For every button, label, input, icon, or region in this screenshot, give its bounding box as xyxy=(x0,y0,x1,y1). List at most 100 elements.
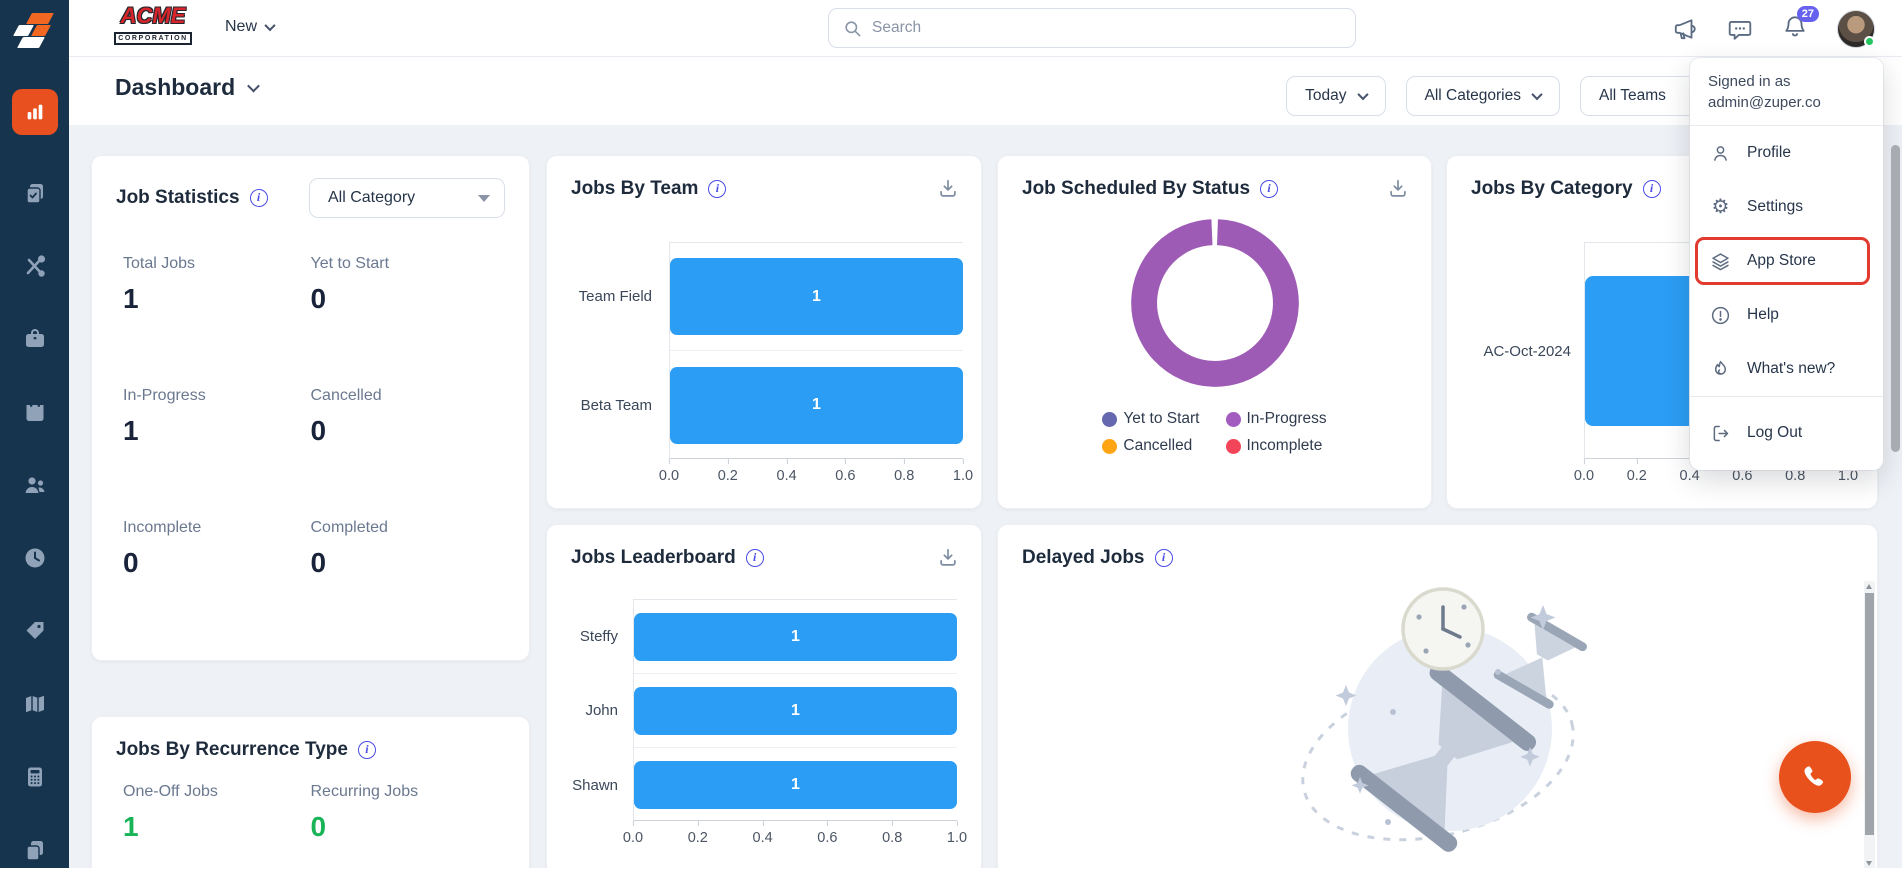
menu-divider xyxy=(1690,125,1883,126)
topbar: ACME CORPORATION New 27 xyxy=(69,0,1902,57)
sidebar-item-service-tools[interactable] xyxy=(0,242,69,290)
online-status-dot xyxy=(1864,35,1875,47)
sidebar-item-work[interactable] xyxy=(0,315,69,363)
menu-item-profile[interactable]: Profile xyxy=(1690,126,1883,180)
menu-item-app-store[interactable]: App Store xyxy=(1690,234,1883,288)
download-icon[interactable] xyxy=(1387,178,1409,200)
x-axis: 0.0 0.2 0.4 0.6 0.8 1.0 xyxy=(622,821,968,846)
category-select-value: All Category xyxy=(328,189,416,206)
category-label: Steffy xyxy=(579,628,618,645)
call-fab-button[interactable] xyxy=(1779,741,1851,813)
category-label: AC-Oct-2024 xyxy=(1483,342,1571,360)
job-statistics-card: Job Statistics All Category Total Jobs1 … xyxy=(91,155,530,661)
sidebar-item-dashboard[interactable] xyxy=(0,88,69,136)
menu-item-label: App Store xyxy=(1747,252,1816,269)
menu-item-log-out[interactable]: Log Out xyxy=(1690,406,1883,460)
chevron-down-icon xyxy=(264,19,276,32)
date-filter-label: Today xyxy=(1305,87,1347,104)
user-avatar[interactable] xyxy=(1837,9,1875,48)
global-search xyxy=(828,8,1356,48)
date-filter-button[interactable]: Today xyxy=(1286,76,1386,116)
tools-icon xyxy=(26,255,45,277)
scroll-up-arrow[interactable] xyxy=(1866,584,1872,589)
categories-filter-button[interactable]: All Categories xyxy=(1405,76,1560,116)
info-icon[interactable] xyxy=(1642,180,1661,198)
bar-john: 1 xyxy=(634,686,957,735)
card-scrollbar xyxy=(1864,581,1875,868)
scrollbar-thumb[interactable] xyxy=(1865,593,1874,835)
bar-row: 1 Beta Team xyxy=(581,351,963,459)
documents-icon xyxy=(25,841,43,861)
legend-dot xyxy=(1225,411,1241,427)
bar-row: 1 Steffy xyxy=(580,600,957,674)
dashboard-title-dropdown[interactable]: Dashboard xyxy=(115,74,261,101)
bar-value: 1 xyxy=(791,776,800,793)
acme-logo-subtext: CORPORATION xyxy=(114,32,192,45)
sidebar-item-jobs[interactable] xyxy=(0,169,69,217)
bar-steffy: 1 xyxy=(634,612,957,661)
acme-logo[interactable]: ACME CORPORATION xyxy=(110,5,196,45)
x-axis: 0.0 0.2 0.4 0.6 0.8 1.0 xyxy=(1573,459,1859,484)
card-title: Delayed Jobs xyxy=(1022,547,1145,568)
clock-icon xyxy=(25,548,44,568)
scroll-down-arrow[interactable] xyxy=(1866,861,1872,866)
menu-item-label: What's new? xyxy=(1747,360,1836,377)
alert-circle-icon xyxy=(1711,306,1730,324)
legend-item: Cancelled xyxy=(1102,437,1199,455)
bar-row: 1 John xyxy=(585,674,957,748)
calculator-icon xyxy=(27,767,42,787)
info-icon[interactable] xyxy=(708,180,727,198)
zuper-logo-icon[interactable] xyxy=(12,10,57,55)
legend-dot xyxy=(1102,411,1118,427)
sidebar-item-invoicing[interactable] xyxy=(0,753,69,801)
announcements-icon[interactable] xyxy=(1672,16,1698,42)
download-icon[interactable] xyxy=(937,178,959,200)
legend-item: Yet to Start xyxy=(1102,410,1200,428)
card-title: Jobs By Team xyxy=(571,178,699,199)
sidebar-item-teams[interactable] xyxy=(0,461,69,509)
calendar-icon xyxy=(26,402,43,421)
search-input[interactable] xyxy=(872,19,1341,37)
menu-divider xyxy=(1690,396,1883,397)
jobs-by-team-card: Jobs By Team 1 Team Field 1 Beta Team 0.… xyxy=(546,155,982,509)
bar-value: 1 xyxy=(812,287,821,305)
category-select[interactable]: All Category xyxy=(309,178,505,218)
tag-icon xyxy=(26,622,43,639)
page-scrollbar-thumb[interactable] xyxy=(1891,145,1900,452)
info-icon[interactable] xyxy=(1260,180,1279,198)
new-button[interactable]: New xyxy=(219,14,280,40)
notifications-button[interactable]: 27 xyxy=(1782,6,1819,44)
info-icon[interactable] xyxy=(249,189,268,207)
acme-logo-text: ACME xyxy=(120,3,186,28)
menu-item-help[interactable]: Help xyxy=(1690,288,1883,342)
bar-row: 1 Shawn xyxy=(572,748,957,822)
card-title: Job Scheduled By Status xyxy=(1022,178,1251,199)
delayed-jobs-card: Delayed Jobs xyxy=(997,524,1878,868)
bar-chart-icon xyxy=(11,89,58,135)
sidebar-item-pricing[interactable] xyxy=(0,607,69,655)
status-donut-chart xyxy=(1130,219,1299,387)
legend-dot xyxy=(1102,438,1118,454)
sidebar-item-map[interactable] xyxy=(0,680,69,728)
sidebar-item-schedule[interactable] xyxy=(0,388,69,436)
bar-value: 1 xyxy=(791,701,800,719)
info-icon[interactable] xyxy=(745,549,764,567)
stat-completed: Completed 0 xyxy=(310,519,388,578)
job-scheduled-by-status-card: Job Scheduled By Status Yet to Start In-… xyxy=(997,155,1432,509)
x-axis: 0.0 0.2 0.4 0.6 0.8 1.0 xyxy=(658,459,974,484)
clipboard-check-icon xyxy=(25,184,43,204)
menu-item-settings[interactable]: ⚙ Settings xyxy=(1690,180,1883,234)
search-icon xyxy=(845,20,861,36)
info-icon[interactable] xyxy=(1154,549,1173,567)
stat-total-jobs: Total Jobs 1 xyxy=(123,255,196,314)
stat-yet-to-start: Yet to Start 0 xyxy=(310,255,390,314)
menu-item-whats-new[interactable]: What's new? xyxy=(1690,342,1883,396)
sidebar-item-reports[interactable] xyxy=(0,826,69,874)
layers-icon xyxy=(1712,252,1729,270)
download-icon[interactable] xyxy=(937,547,959,569)
info-icon[interactable] xyxy=(357,741,376,759)
sidebar-item-timesheets[interactable] xyxy=(0,534,69,582)
card-title: Job Statistics xyxy=(116,187,240,208)
status-legend: Yet to Start In-Progress Cancelled Incom… xyxy=(1102,410,1327,455)
chat-icon[interactable] xyxy=(1727,16,1753,42)
